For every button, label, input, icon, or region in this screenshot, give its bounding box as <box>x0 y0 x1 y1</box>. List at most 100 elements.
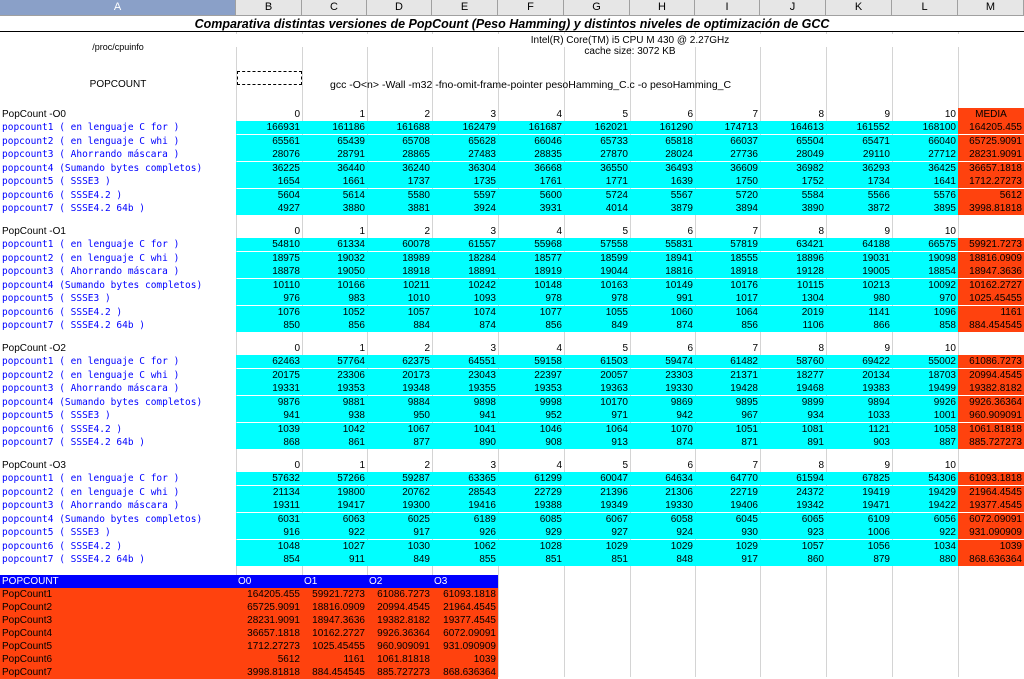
data-cell: 36425 <box>892 161 958 175</box>
function-label[interactable]: popcount7 ( SSSE4.2 64b ) <box>2 203 145 214</box>
function-label[interactable]: popcount3 ( Ahorrando máscara ) <box>2 266 180 277</box>
data-cell: 19331 <box>236 382 302 395</box>
data-row: popcount3 ( Ahorrando máscara ) 19331 1935… <box>0 382 1024 395</box>
column-header-m[interactable]: M <box>958 0 1024 15</box>
run-index: 4 <box>556 343 562 354</box>
run-index: 7 <box>752 109 758 120</box>
function-label[interactable]: popcount4 (Sumando bytes completos) <box>2 162 203 174</box>
summary-header: O0 <box>236 575 302 588</box>
media-cell: 18816.0909 <box>958 251 1024 265</box>
data-cell: 980 <box>826 292 892 305</box>
data-cell: 1761 <box>498 175 564 188</box>
data-cell: 1735 <box>432 175 498 188</box>
data-cell: 9881 <box>302 395 367 409</box>
media-cell: 164205.455 <box>958 121 1024 134</box>
data-cell: 927 <box>564 526 630 539</box>
function-label[interactable]: popcount7 ( SSSE4.2 64b ) <box>2 554 145 565</box>
data-cell: 10115 <box>760 278 826 292</box>
column-header-g[interactable]: G <box>564 0 630 15</box>
column-header-i[interactable]: I <box>695 0 760 15</box>
data-cell: 1060 <box>630 305 695 319</box>
data-cell: 5576 <box>892 188 958 202</box>
data-cell: 64188 <box>826 238 892 251</box>
summary-row: PopCount5 1712.27273 1025.45455 960.909091 9… <box>0 640 1024 653</box>
column-header-c[interactable]: C <box>302 0 367 15</box>
data-cell: 911 <box>302 553 367 566</box>
data-cell: 19468 <box>760 382 826 395</box>
data-cell: 913 <box>564 436 630 449</box>
data-cell: 1734 <box>826 175 892 188</box>
data-cell: 19330 <box>630 499 695 512</box>
data-cell: 1042 <box>302 422 367 436</box>
function-label[interactable]: popcount4 (Sumando bytes completos) <box>2 396 203 408</box>
summary-value: 61086.7273 <box>367 588 432 601</box>
function-label[interactable]: popcount5 ( SSSE3 ) <box>2 527 111 538</box>
run-index: 10 <box>944 109 956 120</box>
column-header-e[interactable]: E <box>432 0 498 15</box>
function-label[interactable]: popcount4 (Sumando bytes completos) <box>2 513 203 525</box>
run-index: 1 <box>359 109 365 120</box>
media-cell: 28231.9091 <box>958 148 1024 161</box>
data-cell: 19353 <box>498 382 564 395</box>
function-label[interactable]: popcount5 ( SSSE3 ) <box>2 176 111 187</box>
data-cell: 18703 <box>892 368 958 382</box>
function-label[interactable]: popcount3 ( Ahorrando máscara ) <box>2 500 180 511</box>
function-label[interactable]: popcount2 ( en lenguaje C whi ) <box>2 369 180 381</box>
media-cell: 3998.81818 <box>958 202 1024 215</box>
function-label[interactable]: popcount1 ( en lenguaje C for ) <box>2 239 180 250</box>
function-label[interactable]: popcount5 ( SSSE3 ) <box>2 293 111 304</box>
column-header-b[interactable]: B <box>236 0 302 15</box>
function-label[interactable]: popcount1 ( en lenguaje C for ) <box>2 473 180 484</box>
data-cell: 938 <box>302 409 367 422</box>
function-label[interactable]: popcount2 ( en lenguaje C whi ) <box>2 135 180 147</box>
function-label[interactable]: popcount7 ( SSSE4.2 64b ) <box>2 437 145 448</box>
data-cell: 61334 <box>302 238 367 251</box>
column-header-j[interactable]: J <box>760 0 826 15</box>
data-cell: 19098 <box>892 251 958 265</box>
column-header-a[interactable]: A <box>0 0 236 15</box>
summary-value: 36657.1818 <box>236 627 302 640</box>
run-index: 2 <box>424 460 430 471</box>
function-label[interactable]: popcount6 ( SSSE4.2 ) <box>2 540 123 552</box>
data-cell: 9884 <box>367 395 432 409</box>
block-name: PopCount -O3 <box>2 460 66 471</box>
column-header-h[interactable]: H <box>630 0 695 15</box>
function-label[interactable]: popcount6 ( SSSE4.2 ) <box>2 306 123 318</box>
data-cell: 6109 <box>826 512 892 526</box>
data-cell: 1074 <box>432 305 498 319</box>
summary-value: 10162.2727 <box>302 627 367 640</box>
function-label[interactable]: popcount2 ( en lenguaje C whi ) <box>2 486 180 498</box>
function-label[interactable]: popcount4 (Sumando bytes completos) <box>2 279 203 291</box>
summary-label: PopCount1 <box>0 588 236 601</box>
column-header-d[interactable]: D <box>367 0 432 15</box>
function-label[interactable]: popcount1 ( en lenguaje C for ) <box>2 356 180 367</box>
data-cell: 9898 <box>432 395 498 409</box>
run-index: 3 <box>490 226 496 237</box>
summary-label: PopCount3 <box>0 614 236 627</box>
column-header-f[interactable]: F <box>498 0 564 15</box>
function-label[interactable]: popcount6 ( SSSE4.2 ) <box>2 423 123 435</box>
data-cell: 27736 <box>695 148 760 161</box>
function-label[interactable]: popcount3 ( Ahorrando máscara ) <box>2 149 180 160</box>
run-index: 5 <box>622 226 628 237</box>
function-label[interactable]: popcount6 ( SSSE4.2 ) <box>2 189 123 201</box>
column-header-l[interactable]: L <box>892 0 958 15</box>
data-cell: 19416 <box>432 499 498 512</box>
summary-value: 20994.4545 <box>367 601 432 614</box>
media-header: MEDIA <box>958 108 1024 121</box>
data-cell: 54306 <box>892 472 958 485</box>
function-label[interactable]: popcount5 ( SSSE3 ) <box>2 410 111 421</box>
data-cell: 880 <box>892 553 958 566</box>
data-cell: 66575 <box>892 238 958 251</box>
data-cell: 27483 <box>432 148 498 161</box>
function-label[interactable]: popcount3 ( Ahorrando máscara ) <box>2 383 180 394</box>
column-header-k[interactable]: K <box>826 0 892 15</box>
function-label[interactable]: popcount2 ( en lenguaje C whi ) <box>2 252 180 264</box>
function-label[interactable]: popcount1 ( en lenguaje C for ) <box>2 122 180 133</box>
function-label[interactable]: popcount7 ( SSSE4.2 64b ) <box>2 320 145 331</box>
data-row: popcount3 ( Ahorrando máscara ) 18878 1905… <box>0 265 1024 278</box>
data-cell: 18918 <box>695 265 760 278</box>
data-row: popcount2 ( en lenguaje C whi ) 20175 2330… <box>0 368 1024 382</box>
selected-cell-marker[interactable] <box>237 71 302 85</box>
data-cell: 916 <box>236 526 302 539</box>
